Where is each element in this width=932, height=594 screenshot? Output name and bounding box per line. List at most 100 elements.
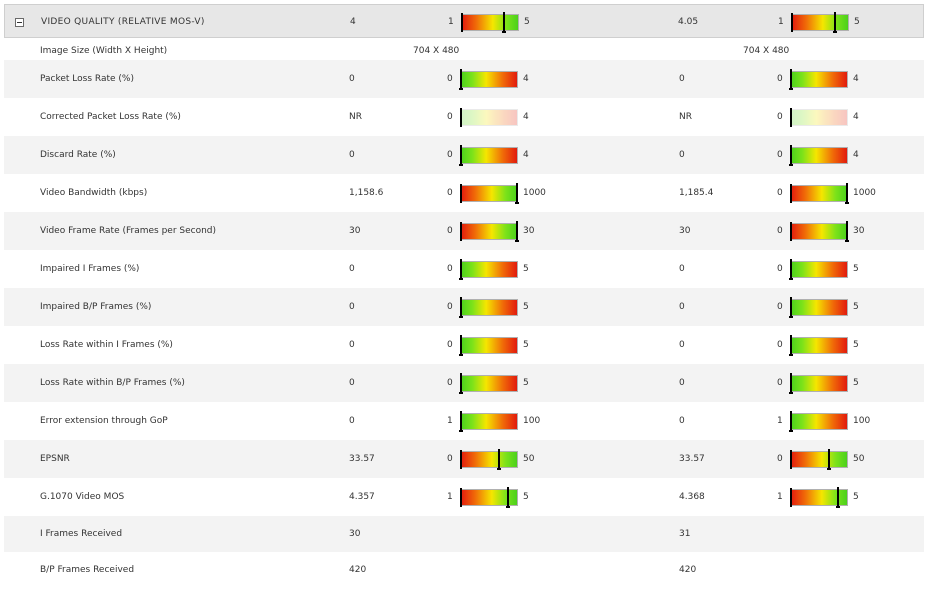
- gauge-bar: [461, 14, 519, 31]
- gauge-a-max: 4: [523, 74, 529, 84]
- gauge-b: [789, 259, 848, 280]
- gauge-marker: [459, 373, 463, 394]
- gauge-b-max: 5: [853, 264, 859, 274]
- gauge-a-min: 1: [447, 416, 453, 426]
- gauge-bar: [460, 413, 518, 430]
- row-label: Video Frame Rate (Frames per Second): [40, 226, 217, 236]
- table-row: Loss Rate within I Frames (%) 0 0 5 0 0 5: [4, 326, 924, 364]
- row-value-a: 30: [349, 529, 361, 539]
- gauge-marker: [845, 183, 849, 204]
- gauge-a: [460, 108, 518, 127]
- gauge-b: [790, 183, 849, 204]
- row-value-a: 1,158.6: [349, 188, 384, 198]
- table-row: Video Frame Rate (Frames per Second) 30 0 3…: [4, 212, 924, 250]
- gauge-a: [459, 69, 518, 90]
- gauge-a-min: 0: [447, 264, 453, 274]
- gauge-marker: [833, 12, 837, 33]
- collapse-icon[interactable]: [15, 18, 24, 27]
- gauge-b: [789, 335, 848, 356]
- gauge-a-max: 50: [523, 454, 535, 464]
- gauge-bar: [460, 451, 518, 468]
- image-size-row: Image Size (Width X Height) 704 X 480 70…: [4, 40, 924, 60]
- gauge-b: [789, 411, 848, 432]
- row-label: Image Size (Width X Height): [40, 46, 168, 56]
- gauge-b-max: 50: [853, 454, 865, 464]
- header-gauge-a: [461, 12, 519, 33]
- gauge-b-max: 4: [853, 112, 859, 122]
- gauge-a-min: 0: [447, 226, 453, 236]
- gauge-min-tick: [790, 184, 792, 203]
- gauge-b-min: 0: [777, 378, 783, 388]
- row-value-b: 0: [679, 416, 685, 426]
- gauge-b-max: 100: [853, 416, 871, 426]
- gauge-a-max: 5: [523, 340, 529, 350]
- gauge-marker: [497, 449, 501, 470]
- gauge-b: [789, 297, 848, 318]
- row-value-a: NR: [349, 112, 362, 122]
- gauge-bar: [460, 337, 518, 354]
- row-value-b: NR: [679, 112, 692, 122]
- gauge-a-min: 0: [447, 74, 453, 84]
- row-value-b: 0: [679, 378, 685, 388]
- gauge-b: [789, 69, 848, 90]
- gauge-min-tick: [791, 13, 793, 32]
- row-value-b: 420: [679, 565, 697, 575]
- gauge-b-min: 0: [777, 454, 783, 464]
- row-value-b: 4.368: [679, 492, 705, 502]
- gauge-min-tick: [790, 450, 792, 469]
- gauge-b-max: 5: [853, 340, 859, 350]
- gauge-marker: [789, 411, 793, 432]
- gauge-marker: [459, 69, 463, 90]
- gauge-bar: [790, 413, 848, 430]
- gauge-a-min: 0: [447, 302, 453, 312]
- gauge-marker: [789, 69, 793, 90]
- gauge-min-tick: [460, 488, 462, 507]
- gauge-b-min: 1: [777, 492, 783, 502]
- gauge-marker: [789, 335, 793, 356]
- gauge-min-tick: [790, 108, 792, 127]
- gauge-bar: [790, 337, 848, 354]
- gauge-a-max: 30: [523, 226, 535, 236]
- header-gauge-b: [791, 12, 849, 33]
- gauge-bar: [790, 71, 848, 88]
- header-gauge-a-max: 5: [524, 17, 530, 27]
- row-value-a: 0: [349, 416, 355, 426]
- gauge-b-min: 0: [777, 150, 783, 160]
- section-title: VIDEO QUALITY (RELATIVE MOS-V): [41, 17, 205, 27]
- row-label: Corrected Packet Loss Rate (%): [40, 112, 181, 122]
- table-row: B/P Frames Received 420 420: [4, 552, 924, 582]
- row-value-a: 30: [349, 226, 361, 236]
- gauge-b: [790, 487, 848, 508]
- row-label: Video Bandwidth (kbps): [40, 188, 148, 198]
- gauge-b: [789, 145, 848, 166]
- gauge-a: [460, 449, 518, 470]
- gauge-min-tick: [461, 13, 463, 32]
- gauge-b-max: 5: [853, 378, 859, 388]
- header-gauge-a-min: 1: [448, 17, 454, 27]
- gauge-b-max: 4: [853, 150, 859, 160]
- gauge-min-tick: [460, 450, 462, 469]
- row-label: Error extension through GoP: [40, 416, 168, 426]
- gauge-bar: [460, 375, 518, 392]
- gauge-bar: [460, 109, 518, 126]
- gauge-a-max: 100: [523, 416, 541, 426]
- image-size-value-a: 704 X 480: [413, 46, 460, 56]
- gauge-a: [459, 297, 518, 318]
- gauge-b-min: 0: [777, 226, 783, 236]
- gauge-b: [790, 449, 848, 470]
- table-row: Video Bandwidth (kbps) 1,158.6 0 1000 1,185.…: [4, 174, 924, 212]
- gauge-marker: [789, 373, 793, 394]
- table-row: G.1070 Video MOS 4.357 1 5 4.368 1 5: [4, 478, 924, 516]
- gauge-a-max: 5: [523, 302, 529, 312]
- gauge-a: [459, 411, 518, 432]
- gauge-a-max: 5: [523, 264, 529, 274]
- gauge-a-min: 0: [447, 454, 453, 464]
- gauge-marker: [515, 221, 519, 242]
- gauge-bar: [790, 375, 848, 392]
- gauge-bar: [790, 299, 848, 316]
- gauge-marker: [502, 12, 506, 33]
- row-label: Loss Rate within B/P Frames (%): [40, 378, 185, 388]
- gauge-b-min: 0: [777, 188, 783, 198]
- gauge-b: [789, 373, 848, 394]
- table-row: Discard Rate (%) 0 0 4 0 0 4: [4, 136, 924, 174]
